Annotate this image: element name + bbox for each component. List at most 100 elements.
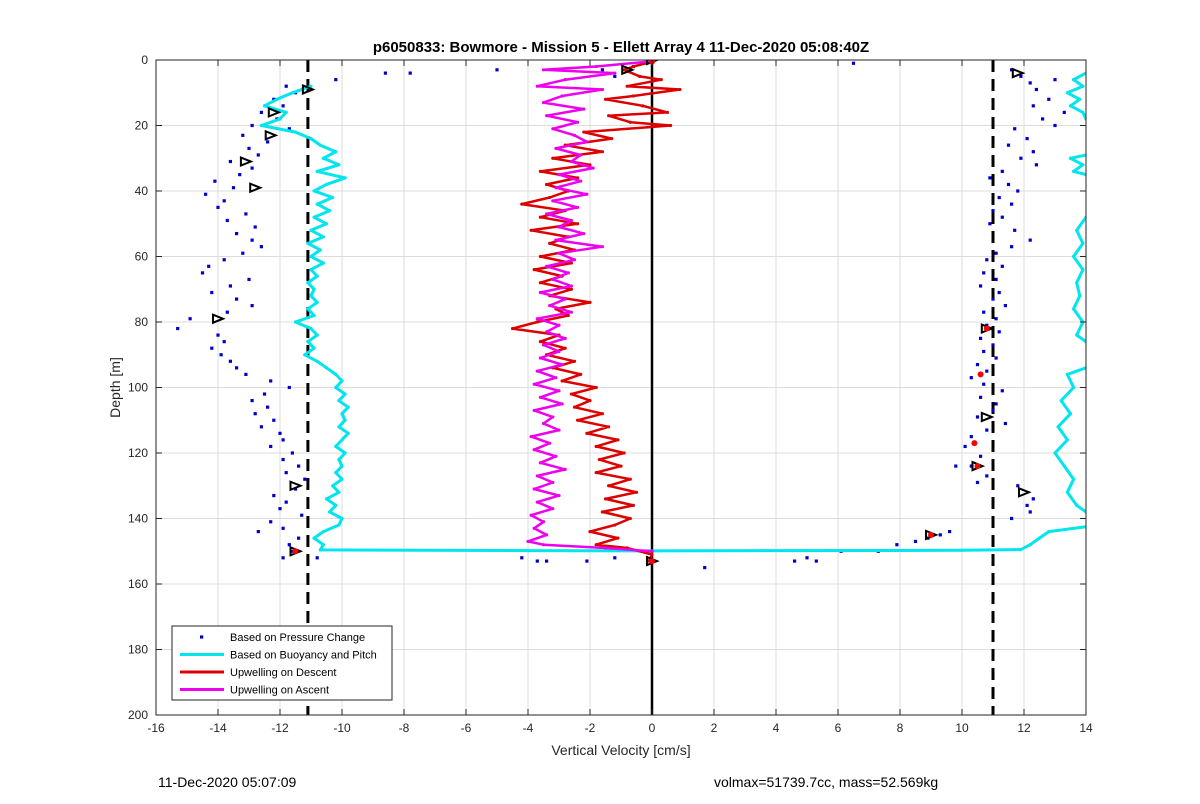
pressure-change-point [244,212,248,216]
series-vertex-upwelling-on-ascent [538,395,543,399]
series-group [176,60,1086,570]
pressure-change-point [253,412,257,416]
pressure-change-point [1028,238,1032,242]
series-vertex-upwelling-on-descent [622,451,626,455]
series-vertex-based-on-buoyancy-and-pitch [331,484,335,488]
series-vertex-upwelling-on-descent [631,64,636,69]
series-vertex-upwelling-on-descent [579,372,583,376]
series-vertex-based-on-buoyancy-and-pitch [1065,91,1069,95]
series-vertex-upwelling-on-descent [520,202,524,206]
series-vertex-upwelling-on-descent [631,94,636,98]
series-vertex-based-on-buoyancy-and-pitch [309,294,313,298]
x-tick-label: 6 [835,721,842,735]
pressure-change-point [1003,421,1007,426]
series-vertex-upwelling-on-descent [594,385,598,390]
x-tick-label: -8 [399,721,410,735]
pressure-change-point [256,153,260,157]
series-vertex-upwelling-on-descent [628,120,632,124]
pressure-change-point [281,556,285,560]
series-vertex-based-on-buoyancy-and-pitch [324,497,329,501]
pressure-change-point [1019,74,1023,78]
series-vertex-upwelling-on-ascent [557,225,561,229]
series-vertex-upwelling-on-descent [594,471,598,475]
series-vertex-based-on-buoyancy-and-pitch [343,392,347,396]
series-vertex-based-on-buoyancy-and-pitch [334,471,338,475]
series-vertex-upwelling-on-descent [529,228,533,232]
y-tick-label: 80 [135,315,149,329]
series-vertex-based-on-buoyancy-and-pitch [309,137,313,141]
legend-entry-label: Based on Buoyancy and Pitch [230,650,377,662]
triangle-marker [1018,486,1032,498]
series-vertex-upwelling-on-descent [566,313,570,318]
pressure-change-point [994,251,998,255]
series-vertex-upwelling-on-ascent [538,461,543,465]
series-vertex-based-on-buoyancy-and-pitch [340,412,344,416]
pressure-change-point [1010,516,1014,521]
series-vertex-based-on-buoyancy-and-pitch [334,385,338,390]
series-vertex-based-on-buoyancy-and-pitch [337,457,341,462]
pressure-change-point [1000,264,1004,268]
series-vertex-upwelling-on-ascent [541,543,546,547]
series-vertex-based-on-buoyancy-and-pitch [1065,490,1069,494]
pressure-change-point [228,284,232,288]
pressure-change-point [520,556,524,560]
series-vertex-based-on-buoyancy-and-pitch [343,451,347,455]
pressure-change-point [979,395,983,399]
series-vertex-upwelling-on-descent [510,326,515,331]
x-tick-label: -4 [523,721,534,735]
series-vertex-upwelling-on-descent [622,68,626,72]
series-vertex-based-on-buoyancy-and-pitch [259,123,263,128]
pressure-change-point [982,310,986,314]
series-vertex-based-on-buoyancy-and-pitch [312,189,316,193]
pressure-change-point [1016,189,1020,193]
series-vertex-upwelling-on-descent [548,195,552,200]
series-vertex-upwelling-on-ascent [532,526,536,530]
series-vertex-upwelling-on-ascent [591,166,595,170]
pressure-change-point [979,284,983,288]
series-vertex-upwelling-on-descent [569,287,574,291]
series-vertex-upwelling-on-ascent [532,408,536,413]
series-vertex-upwelling-on-ascent [545,264,549,268]
pressure-change-point [225,218,229,223]
series-vertex-upwelling-on-ascent [563,297,567,301]
pressure-change-point [1028,81,1032,85]
series-vertex-upwelling-on-ascent [545,114,549,118]
series-vertex-upwelling-on-descent [551,156,555,160]
pressure-change-point [793,559,797,563]
pressure-change-point [982,382,986,386]
series-vertex-upwelling-on-descent [538,215,543,219]
series-vertex-upwelling-on-ascent [554,454,558,458]
series-vertex-based-on-buoyancy-and-pitch [1056,425,1060,429]
pressure-change-point [188,317,192,321]
series-vertex-based-on-buoyancy-and-pitch [321,530,325,534]
pressure-change-point [1053,123,1057,128]
series-vertex-upwelling-on-descent [628,516,632,521]
pressure-change-point [278,507,282,511]
pressure-change-point [259,245,263,249]
series-vertex-based-on-buoyancy-and-pitch [1075,333,1079,337]
series-vertex-upwelling-on-ascent [563,78,567,82]
pressure-change-point [1003,304,1007,308]
series-vertex-based-on-buoyancy-and-pitch [337,523,341,527]
pressure-change-point [284,471,288,475]
series-vertex-upwelling-on-ascent [551,127,555,131]
triangle-marker [267,106,282,118]
series-vertex-upwelling-on-descent [538,169,543,173]
series-vertex-upwelling-on-ascent [538,290,543,295]
series-vertex-based-on-buoyancy-and-pitch [262,104,267,108]
x-tick-label: 10 [955,721,969,735]
pressure-change-point [297,464,301,468]
series-line-based-on-buoyancy-and-pitch [1065,71,1086,120]
pressure-change-point [334,78,338,82]
pressure-change-point [814,559,818,563]
series-vertex-based-on-buoyancy-and-pitch [1068,156,1073,160]
legend-swatch-point [200,635,204,639]
pressure-change-point [1010,245,1014,249]
series-vertex-based-on-buoyancy-and-pitch [306,307,310,311]
y-tick-label: 20 [135,119,149,133]
series-vertex-based-on-buoyancy-and-pitch [1065,372,1069,376]
pressure-change-point [988,176,992,180]
pressure-change-point [207,264,211,268]
series-vertex-upwelling-on-ascent [554,186,558,190]
series-vertex-based-on-buoyancy-and-pitch [1019,548,1023,552]
